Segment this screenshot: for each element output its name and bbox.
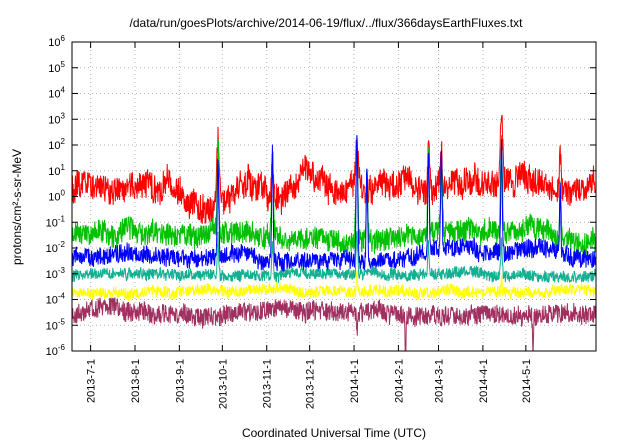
series-group (72, 115, 596, 351)
svg-text:10-6: 10-6 (46, 343, 66, 358)
series-yellow-band (72, 270, 596, 302)
series-purple-band (72, 297, 596, 351)
svg-text:103: 103 (48, 111, 65, 126)
svg-text:10-2: 10-2 (46, 240, 66, 255)
axis-tick-labels: 106 105 104 103 102 101 100 10-1 10-2 10-3 10-4 10-… (46, 34, 533, 409)
svg-text:2014-2-1: 2014-2-1 (393, 359, 405, 403)
svg-text:102: 102 (48, 137, 65, 152)
svg-text:2013-9-1: 2013-9-1 (174, 359, 186, 403)
series-teal-band (72, 230, 596, 284)
series-green-band (72, 135, 596, 257)
plot-border (71, 41, 597, 352)
svg-text:2013-12-1: 2013-12-1 (305, 359, 317, 409)
svg-text:2013-8-1: 2013-8-1 (130, 359, 142, 403)
svg-text:2014-4-1: 2014-4-1 (478, 359, 490, 403)
axis-ticks (72, 41, 596, 352)
svg-text:2014-1-1: 2014-1-1 (349, 359, 361, 403)
svg-text:106: 106 (48, 34, 65, 49)
svg-text:2014-3-1: 2014-3-1 (434, 359, 446, 403)
svg-text:2013-10-1: 2013-10-1 (217, 359, 229, 409)
svg-text:2013-7-1: 2013-7-1 (86, 359, 98, 403)
grid-lines (72, 41, 596, 352)
svg-text:10-3: 10-3 (46, 266, 66, 281)
svg-text:10-5: 10-5 (46, 317, 66, 332)
svg-text:2014-5-1: 2014-5-1 (521, 359, 533, 403)
svg-text:105: 105 (48, 60, 65, 75)
svg-text:101: 101 (48, 163, 65, 178)
svg-text:10-4: 10-4 (46, 292, 66, 307)
x-axis-label: Coordinated Universal Time (UTC) (241, 426, 427, 440)
chart-title: /data/run/goesPlots/archive/2014-06-19/f… (129, 16, 523, 30)
svg-text:100: 100 (48, 189, 65, 204)
series-blue-band (72, 135, 596, 273)
series-red-band (72, 115, 596, 225)
svg-text:104: 104 (48, 86, 65, 101)
svg-text:10-1: 10-1 (46, 214, 66, 229)
svg-text:2013-11-1: 2013-11-1 (262, 359, 274, 408)
